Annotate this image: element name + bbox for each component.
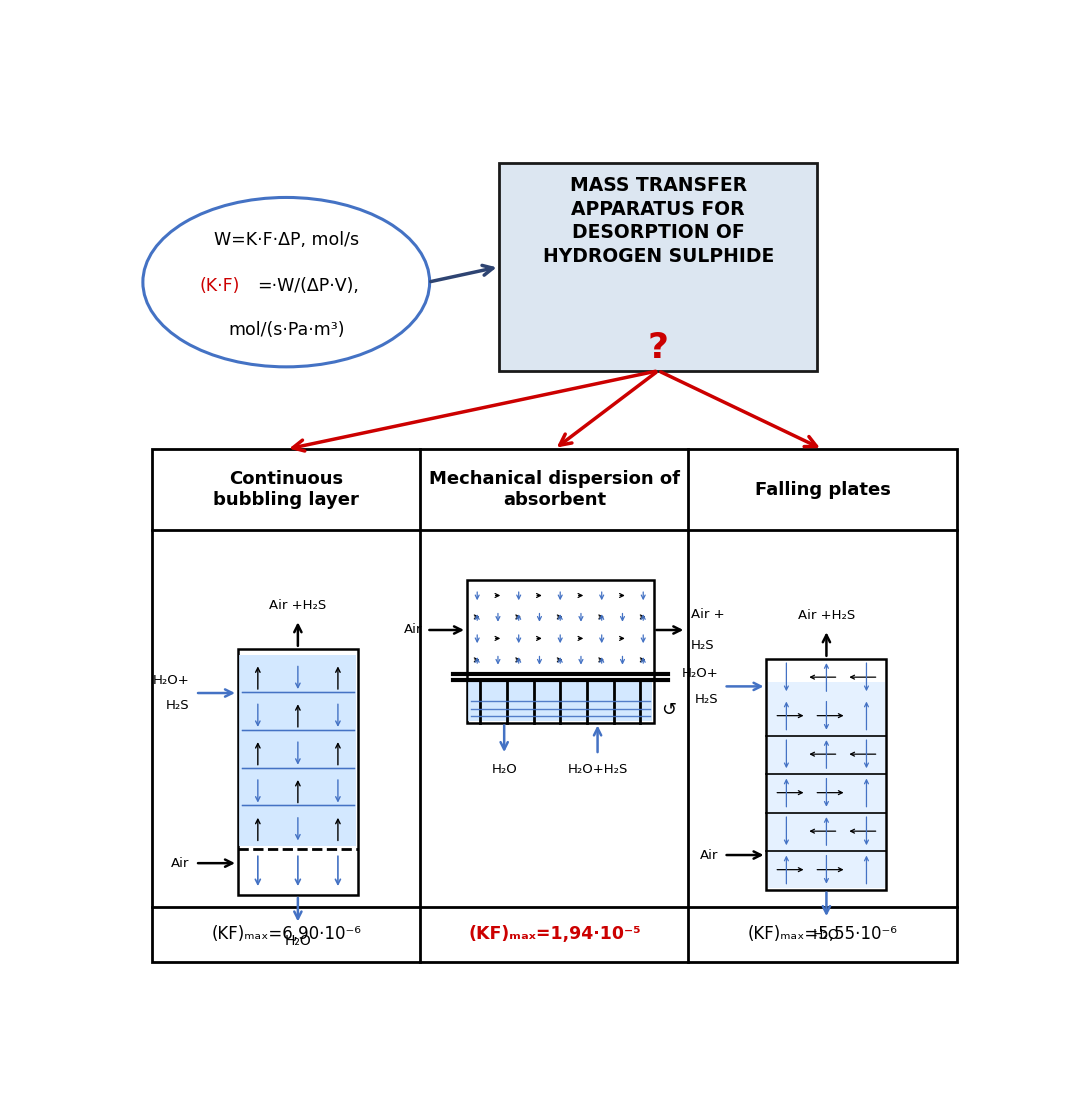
Text: mol/(s·Pa·m³): mol/(s·Pa·m³) <box>228 321 345 339</box>
FancyBboxPatch shape <box>499 163 817 371</box>
Text: Falling plates: Falling plates <box>755 481 891 498</box>
Text: H₂O: H₂O <box>284 934 311 947</box>
Text: Air +H₂S: Air +H₂S <box>798 608 855 622</box>
Text: (KF)ₘₐₓ=5,55·10⁻⁶: (KF)ₘₐₓ=5,55·10⁻⁶ <box>748 925 897 944</box>
Ellipse shape <box>143 197 429 367</box>
Text: H₂O+H₂S: H₂O+H₂S <box>568 762 628 776</box>
Bar <box>766 659 886 890</box>
Text: H₂S: H₂S <box>695 693 718 705</box>
Text: ?: ? <box>648 331 669 364</box>
Bar <box>467 580 654 723</box>
Text: H₂O: H₂O <box>813 928 840 943</box>
Text: Air +H₂S: Air +H₂S <box>269 598 326 612</box>
Text: H₂S: H₂S <box>166 700 190 712</box>
Text: Air +: Air + <box>691 608 724 620</box>
Text: (KF)ₘₐₓ=6,90·10⁻⁶: (KF)ₘₐₓ=6,90·10⁻⁶ <box>211 925 361 944</box>
Text: ↺: ↺ <box>662 701 677 718</box>
Bar <box>239 654 357 846</box>
Bar <box>238 649 358 895</box>
Bar <box>152 449 957 962</box>
Text: H₂O: H₂O <box>491 762 517 776</box>
Bar <box>468 680 652 722</box>
Text: Air: Air <box>172 857 190 870</box>
Text: Mechanical dispersion of
absorbent: Mechanical dispersion of absorbent <box>429 471 680 509</box>
Text: MASS TRANSFER
APPARATUS FOR
DESORPTION OF
HYDROGEN SULPHIDE: MASS TRANSFER APPARATUS FOR DESORPTION O… <box>543 176 774 266</box>
Bar <box>768 682 885 888</box>
Text: =·W/(ΔP·V),: =·W/(ΔP·V), <box>257 277 359 295</box>
Text: (KF)ₘₐₓ=1,94·10⁻⁵: (KF)ₘₐₓ=1,94·10⁻⁵ <box>468 925 641 944</box>
Text: W=K·F·ΔP, mol/s: W=K·F·ΔP, mol/s <box>214 231 359 249</box>
Text: H₂S: H₂S <box>691 639 715 652</box>
Text: Air: Air <box>699 848 718 861</box>
Text: H₂O+: H₂O+ <box>681 668 718 680</box>
Text: H₂O+: H₂O+ <box>154 674 190 686</box>
Text: Continuous
bubbling layer: Continuous bubbling layer <box>213 471 359 509</box>
Text: (K·F): (K·F) <box>200 277 240 295</box>
Text: Air: Air <box>403 624 422 637</box>
